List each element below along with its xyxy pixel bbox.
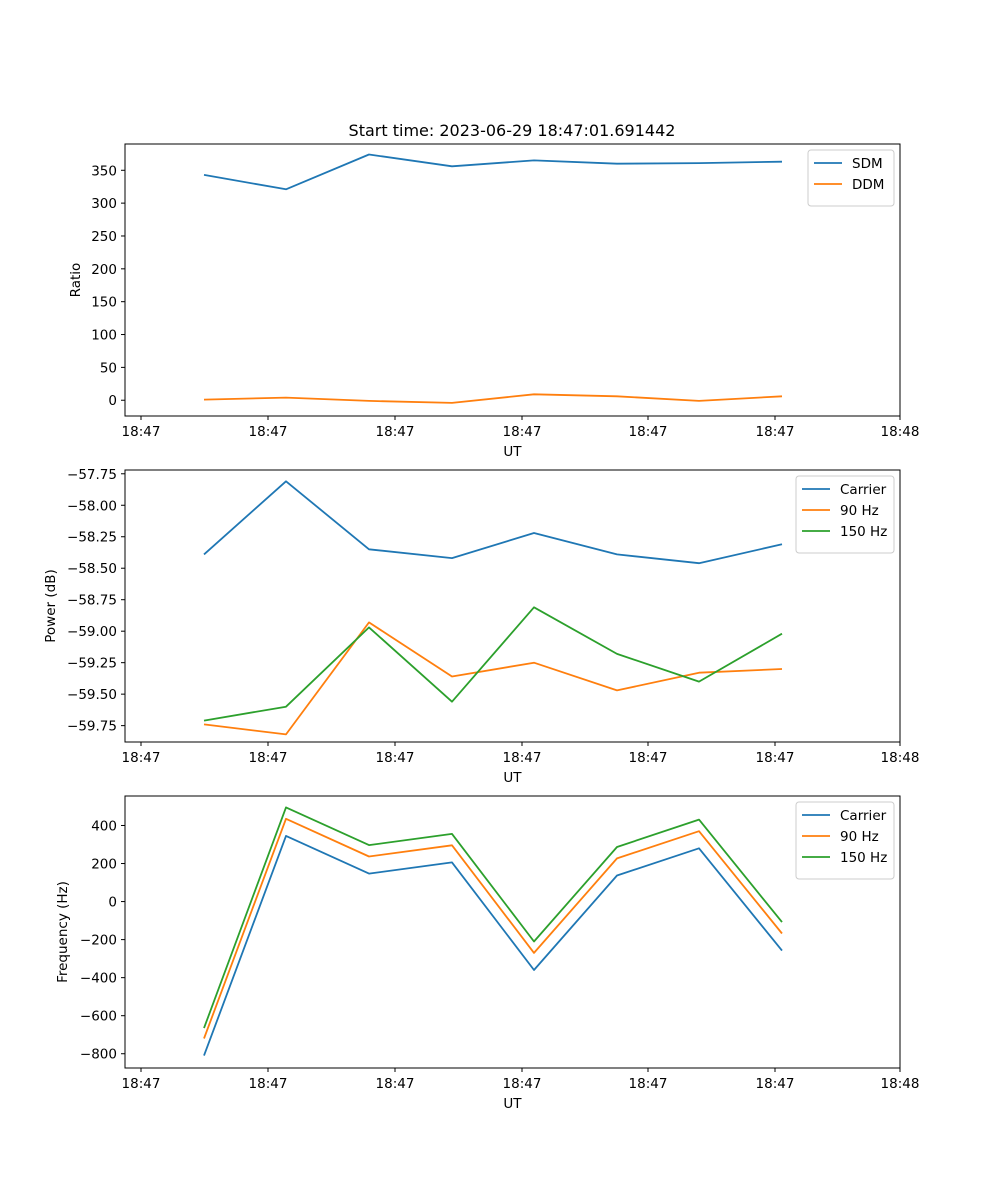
panel-1: 18:47 18:47 18:47 18:47 18:47 18:47 18:48 UT 0 50…: [68, 143, 920, 460]
legend-label: 90 Hz: [840, 503, 879, 519]
axes-frame: [124, 469, 901, 743]
y-tick-label: −57.75: [67, 467, 117, 483]
y-tick-label: −600: [80, 1009, 117, 1025]
x-tick-label: 18:48: [881, 424, 920, 440]
legend: [795, 475, 895, 554]
y-axis-label: Power (dB): [43, 569, 59, 642]
x-tick-label: 18:47: [503, 424, 542, 440]
legend-label: SDM: [852, 156, 883, 172]
panel-3: 18:47 18:47 18:47 18:47 18:47 18:47 18:48 UT −80…: [55, 795, 920, 1112]
legend: [795, 801, 895, 880]
x-tick-label: 18:47: [756, 1076, 795, 1092]
y-tick-label: 0: [108, 895, 117, 911]
x-tick-label: 18:47: [629, 1076, 668, 1092]
legend-label: 150 Hz: [840, 524, 887, 540]
x-tick-label: 18:47: [249, 750, 288, 766]
series-line-150-hz: [203, 606, 783, 722]
series-line-90-hz: [203, 621, 783, 736]
y-tick-label: −58.75: [67, 593, 117, 609]
series-line-ddm: [203, 393, 783, 404]
legend-label: DDM: [852, 177, 884, 193]
y-tick-label: −59.25: [67, 656, 117, 672]
y-tick-label: −800: [80, 1047, 117, 1063]
y-tick-label: 200: [91, 262, 117, 278]
y-tick-label: 350: [91, 163, 117, 179]
axes-frame: [124, 143, 901, 417]
x-tick-label: 18:47: [249, 424, 288, 440]
y-tick-label: −58.00: [67, 498, 117, 514]
x-axis-label: UT: [503, 770, 522, 786]
x-tick-label: 18:47: [756, 424, 795, 440]
y-tick-label: 150: [91, 295, 117, 311]
x-tick-label: 18:47: [376, 424, 415, 440]
y-axis-label: Ratio: [68, 263, 84, 298]
y-tick-label: 250: [91, 229, 117, 245]
chart-title: Start time: 2023-06-29 18:47:01.691442: [349, 121, 676, 140]
legend: [807, 149, 895, 207]
x-tick-label: 18:47: [503, 750, 542, 766]
y-tick-label: −200: [80, 933, 117, 949]
legend-label: 90 Hz: [840, 829, 879, 845]
legend-label: Carrier: [840, 808, 887, 824]
x-tick-label: 18:47: [249, 1076, 288, 1092]
y-tick-label: 50: [100, 360, 117, 376]
series-line-sdm: [203, 153, 783, 191]
x-tick-label: 18:47: [629, 424, 668, 440]
x-axis-label: UT: [503, 444, 522, 460]
y-tick-label: 300: [91, 196, 117, 212]
panels: 18:47 18:47 18:47 18:47 18:47 18:47 18:48 UT 0 50…: [43, 143, 920, 1112]
y-tick-label: −59.00: [67, 624, 117, 640]
x-tick-label: 18:48: [881, 1076, 920, 1092]
x-tick-label: 18:47: [629, 750, 668, 766]
x-tick-label: 18:47: [122, 1076, 161, 1092]
y-axis-label: Frequency (Hz): [55, 881, 71, 983]
axes-frame: [124, 795, 901, 1069]
y-tick-label: 0: [108, 393, 117, 409]
legend-label: 150 Hz: [840, 850, 887, 866]
series-line-150-hz: [203, 806, 783, 1029]
y-tick-label: 400: [91, 818, 117, 834]
series-line-carrier: [203, 835, 783, 1056]
x-tick-label: 18:47: [376, 1076, 415, 1092]
x-axis-label: UT: [503, 1096, 522, 1112]
x-tick-label: 18:47: [376, 750, 415, 766]
y-tick-label: −58.50: [67, 561, 117, 577]
y-tick-label: −59.50: [67, 687, 117, 703]
x-tick-label: 18:47: [756, 750, 795, 766]
x-tick-label: 18:47: [122, 750, 161, 766]
y-tick-label: 200: [91, 857, 117, 873]
panel-2: 18:47 18:47 18:47 18:47 18:47 18:47 18:48 UT −59…: [43, 467, 919, 786]
legend-label: Carrier: [840, 482, 887, 498]
y-tick-label: 100: [91, 328, 117, 344]
x-tick-label: 18:47: [503, 1076, 542, 1092]
y-tick-label: −58.25: [67, 530, 117, 546]
series-line-90-hz: [203, 817, 783, 1039]
series-line-carrier: [203, 480, 783, 565]
y-tick-label: −59.75: [67, 719, 117, 735]
x-tick-label: 18:48: [881, 750, 920, 766]
y-tick-label: −400: [80, 971, 117, 987]
x-tick-label: 18:47: [122, 424, 161, 440]
